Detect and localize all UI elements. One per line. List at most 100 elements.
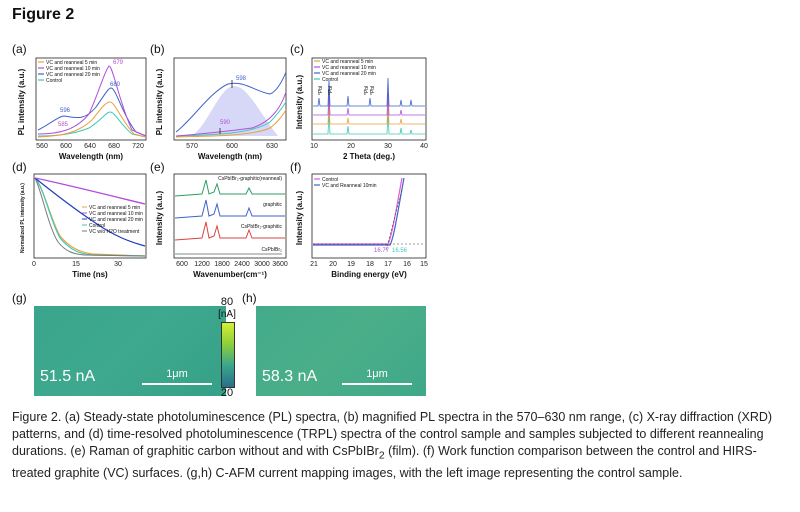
panel-a-annotation: 680 [110, 82, 121, 88]
panel-e-xtick: 3000 [254, 261, 270, 268]
panel-e-xtick: 1200 [194, 261, 210, 268]
panel-b-magnified-pl: PL intensity (a.u.) 570 600 630 Waveleng… [155, 57, 287, 161]
panel-c-xtick: 10 [310, 143, 318, 150]
figure-title: Figure 2 [12, 6, 75, 23]
panel-f-xtick: 17 [384, 261, 392, 268]
panel-d-xtick: 30 [114, 261, 122, 268]
panel-a-ylabel: PL intensity (a.u.) [17, 68, 26, 135]
panel-b-ylabel: PL intensity (a.u.) [155, 68, 164, 135]
panel-f-annotation: 16.56 [392, 248, 408, 254]
panel-c-xrd: Intensity (a.u.) 10 20 30 40 2 Theta (de… [295, 57, 428, 161]
panel-d-xtick: 15 [72, 261, 80, 268]
panel-a-xtick: 640 [84, 143, 96, 150]
panel-d-xlabel: Time (ns) [72, 270, 108, 279]
panel-b-annotation: 590 [220, 120, 231, 126]
colorbar-min: 20 [220, 387, 234, 399]
panel-b-xtick: 570 [186, 143, 198, 150]
panel-e-trace-label: graphitic [263, 202, 282, 208]
panel-a-xlabel: Wavelength (nm) [59, 152, 123, 161]
panel-c-legend-item: Control [322, 77, 338, 83]
panel-label-g: (g) [12, 291, 27, 305]
panel-d-legend-item: VC and reanneal 10 min [89, 211, 143, 217]
panel-c-xtick: 40 [420, 143, 428, 150]
panel-d-legend-item: VC and reanneal 5 min [89, 205, 140, 211]
panel-d-ylabel: Normalized PL intensity (a.u.) [20, 183, 26, 253]
panel-label-a: (a) [12, 42, 27, 56]
panel-f-xtick: 15 [420, 261, 428, 268]
panel-d-legend-item: VC w/o H2O treatment [89, 229, 140, 235]
panel-f-xlabel: Binding energy (eV) [331, 270, 407, 279]
caption-subscript: 2 [378, 450, 385, 462]
scale-bar [342, 383, 412, 385]
panel-a-annotation: 585 [58, 122, 69, 128]
panel-f-work-function: Intensity (a.u.) 21 20 19 18 17 16 15 Bi… [295, 173, 428, 279]
panel-c-peak-label: *PbI [370, 86, 376, 95]
panel-c-xtick: 20 [347, 143, 355, 150]
panel-label-d: (d) [12, 160, 27, 174]
figure-caption: Figure 2. (a) Steady-state photoluminesc… [12, 409, 788, 482]
panel-e-xtick: 2400 [234, 261, 250, 268]
panel-d-legend-item: Control [89, 223, 105, 229]
panel-d-xtick: 0 [32, 261, 36, 268]
panel-c-peak-label: *PbI [328, 86, 334, 95]
panel-c-peak-label: *PbI [364, 86, 370, 95]
panel-f-legend-item: VC and Reanneal 10min [322, 183, 377, 189]
colorbar [221, 322, 235, 388]
panel-a-xtick: 680 [108, 143, 120, 150]
panel-label-b: (b) [150, 42, 165, 56]
panel-label-h: (h) [242, 291, 257, 305]
panel-label-e: (e) [150, 160, 165, 174]
panel-a-legend-item: Control [46, 78, 62, 84]
panel-c-xtick: 30 [384, 143, 392, 150]
panel-c-peak-label: *PbI [318, 86, 324, 95]
panel-e-raman: Intensity (a.u.) 600 1200 1800 2400 3000… [155, 173, 288, 279]
colorbar-max: 80 [220, 296, 234, 308]
panel-e-trace-label: CsPbIBr₂-graphitic [241, 224, 283, 230]
panel-f-xtick: 19 [347, 261, 355, 268]
panel-f-xtick: 21 [310, 261, 318, 268]
panel-label-f: (f) [290, 160, 302, 174]
panel-c-legend-item: VC and reanneal 5 min [322, 59, 373, 65]
panel-c-legend-item: VC and reanneal 10 min [322, 65, 376, 71]
colorbar-unit: [nA] [218, 309, 236, 320]
panel-f-xtick: 18 [366, 261, 374, 268]
panel-f-xtick: 16 [403, 261, 411, 268]
panel-e-trace-label: CsPbIBr₂ [261, 247, 282, 253]
cafm-image-vc: 58.3 nA 1μm [256, 306, 426, 396]
scale-bar-label: 1μm [366, 368, 388, 380]
panel-b-xtick: 600 [226, 143, 238, 150]
panel-e-xtick: 600 [176, 261, 188, 268]
panel-a-pl-spectra: PL intensity (a.u.) 560 600 640 680 720 … [17, 57, 147, 161]
panel-a-xtick: 560 [36, 143, 48, 150]
panel-e-xtick: 3600 [272, 261, 288, 268]
scale-bar-label: 1μm [166, 368, 188, 380]
panel-a-legend-item: VC and reanneal 5 min [46, 60, 97, 66]
panel-a-xtick: 600 [60, 143, 72, 150]
panel-a-annotation: 679 [113, 60, 124, 66]
panel-e-ylabel: Intensity (a.u.) [155, 191, 164, 246]
panel-b-xtick: 630 [266, 143, 278, 150]
panel-d-legend-item: VC and reanneal 20 min [89, 217, 143, 223]
panel-c-legend-item: VC and reanneal 20 min [322, 71, 376, 77]
panel-b-annotation: 598 [236, 76, 247, 82]
panel-b-xlabel: Wavelength (nm) [198, 152, 262, 161]
caption-text: Figure 2. (a) Steady-state photoluminesc… [12, 410, 773, 458]
scale-bar [142, 383, 212, 385]
panel-e-trace-label: CsPbIBr₂-graphitic(reanneal) [218, 176, 282, 182]
cafm-image-control: 51.5 nA 1μm [34, 306, 226, 396]
panel-f-xtick: 20 [329, 261, 337, 268]
panel-e-xtick: 1800 [214, 261, 230, 268]
panel-d-trpl: Normalized PL intensity (a.u.) 0 15 30 T… [20, 173, 147, 279]
panel-a-legend-item: VC and reanneal 10 min [46, 66, 100, 72]
panel-a-legend-item: VC and reanneal 20 min [46, 72, 100, 78]
panel-c-xlabel: 2 Theta (deg.) [343, 152, 395, 161]
panel-e-xlabel: Wavenumber(cm⁻¹) [193, 270, 267, 279]
panel-label-c: (c) [290, 42, 304, 56]
panel-a-xtick: 720 [132, 143, 144, 150]
panel-a-annotation: 596 [60, 108, 71, 114]
caption-text: (film). (f) Work function comparison bet… [12, 444, 757, 480]
panel-f-legend-item: Control [322, 177, 338, 183]
panel-f-ylabel: Intensity (a.u.) [295, 191, 304, 246]
cafm-current-value: 51.5 nA [40, 368, 96, 385]
cafm-current-value: 58.3 nA [262, 368, 318, 385]
